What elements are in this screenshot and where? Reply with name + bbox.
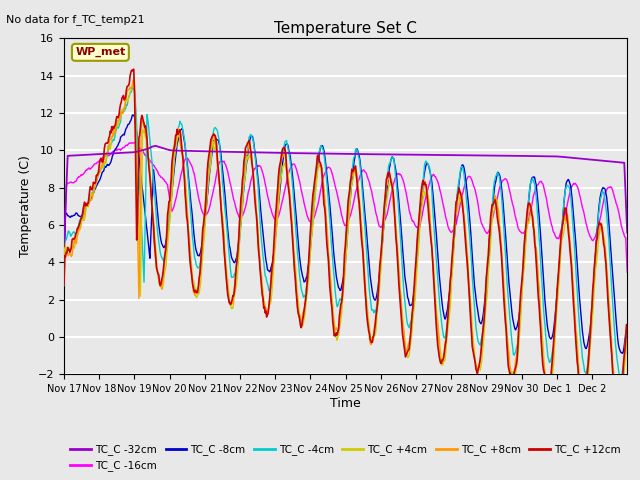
- Legend: TC_C -32cm, TC_C -16cm, TC_C -8cm, TC_C -4cm, TC_C +4cm, TC_C +8cm, TC_C +12cm: TC_C -32cm, TC_C -16cm, TC_C -8cm, TC_C …: [67, 440, 625, 476]
- Text: No data for f_TC_temp21: No data for f_TC_temp21: [6, 14, 145, 25]
- Text: WP_met: WP_met: [76, 47, 125, 58]
- Title: Temperature Set C: Temperature Set C: [274, 21, 417, 36]
- X-axis label: Time: Time: [330, 397, 361, 410]
- Y-axis label: Temperature (C): Temperature (C): [19, 156, 32, 257]
